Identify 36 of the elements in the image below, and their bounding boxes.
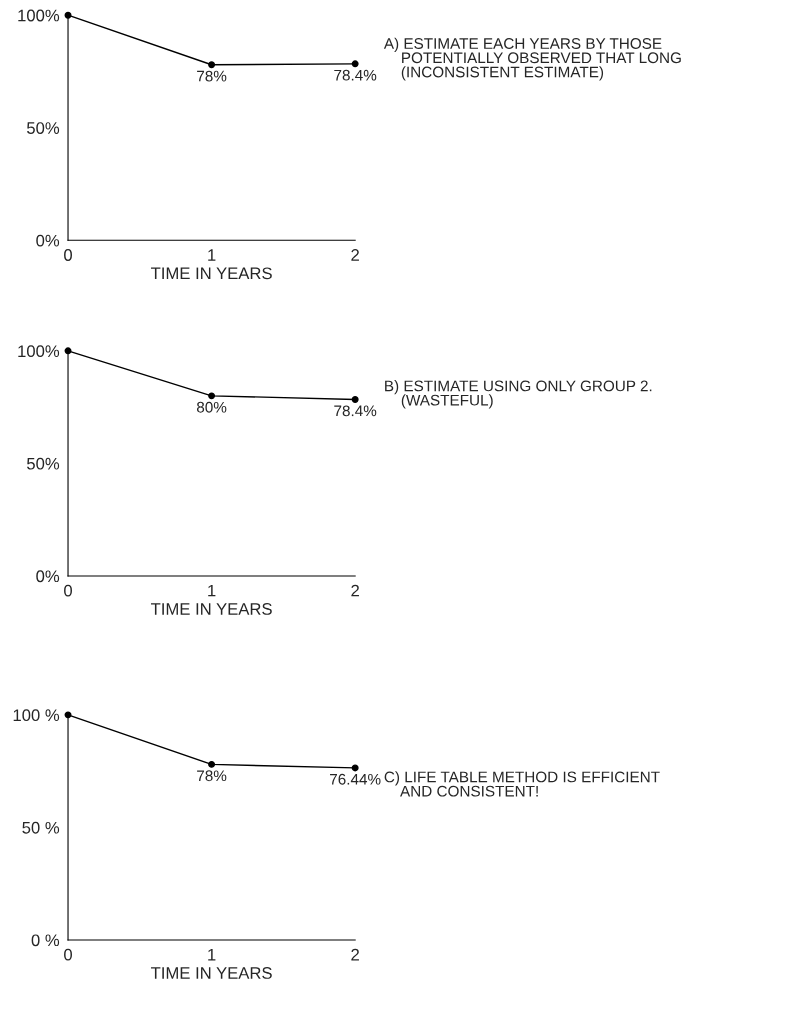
x-axis-title: TIME IN YEARS bbox=[150, 267, 272, 280]
y-tick-label: 50% bbox=[27, 457, 60, 470]
y-tick-label: 50 % bbox=[22, 821, 60, 834]
point bbox=[351, 60, 359, 68]
x-tick-label: 0 bbox=[64, 948, 73, 961]
point bbox=[351, 395, 359, 403]
x-tick-label: 2 bbox=[351, 948, 359, 961]
data-label: 78.4% bbox=[334, 69, 377, 81]
point bbox=[208, 760, 216, 768]
y-tick-label: 0% bbox=[36, 234, 60, 247]
point bbox=[208, 392, 216, 400]
point bbox=[208, 61, 216, 69]
point bbox=[351, 764, 359, 772]
data-label: 80% bbox=[196, 401, 227, 413]
x-tick-label: 0 bbox=[64, 584, 73, 597]
data-label: 78% bbox=[197, 70, 227, 82]
x-tick-label: 1 bbox=[208, 948, 216, 961]
x-tick-label: 0 bbox=[64, 249, 73, 261]
data-label: 78.4% bbox=[334, 405, 377, 417]
text: A) ESTIMATE EACH YEARS BY THOSE POTENTIALLY OBSERVED THAT LONG (INCONSISTENT ESTIMATE) bbox=[383, 37, 681, 81]
y-tick-label: 100% bbox=[18, 345, 60, 358]
y-tick-label: 100 % bbox=[13, 709, 60, 722]
x-tick-label: 1 bbox=[208, 249, 216, 261]
y-tick-label: 0 % bbox=[31, 934, 60, 947]
y-tick-label: 0% bbox=[36, 570, 60, 583]
x-tick-label: 2 bbox=[351, 249, 359, 261]
text: B) ESTIMATE USING ONLY GROUP 2. (WASTEFUL) bbox=[385, 380, 652, 409]
data-label: 76.44% bbox=[330, 773, 381, 785]
y-tick-label: 100% bbox=[18, 9, 60, 22]
x-tick-label: 1 bbox=[208, 584, 216, 597]
data-label: 78% bbox=[197, 770, 227, 782]
y-tick-label: 50% bbox=[27, 122, 60, 134]
x-axis-title: TIME IN YEARS bbox=[150, 967, 272, 979]
text: C) LIFE TABLE METHOD IS EFFICIENT AND CONSISTENT! bbox=[384, 771, 660, 797]
x-axis-title: TIME IN YEARS bbox=[150, 603, 272, 615]
x-tick-label: 2 bbox=[351, 584, 359, 597]
